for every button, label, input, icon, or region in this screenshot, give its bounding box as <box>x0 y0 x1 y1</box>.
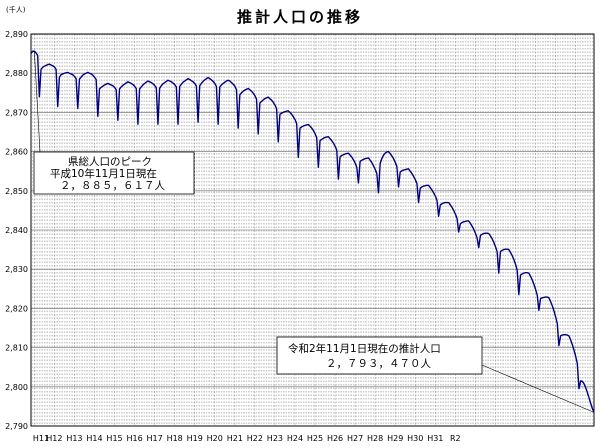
y-tick-label: 2,860 <box>5 148 28 157</box>
y-tick-label: 2,820 <box>5 304 28 313</box>
x-tick-label: H19 <box>187 434 203 443</box>
x-tick-label: H26 <box>327 434 343 443</box>
x-tick-label: H22 <box>247 434 263 443</box>
peak-leader-line <box>34 51 41 153</box>
x-tick-label: H31 <box>427 434 443 443</box>
x-tick-label: H11 <box>33 434 49 443</box>
y-tick-label: 2,810 <box>5 344 28 353</box>
x-tick-label: H14 <box>86 434 102 443</box>
y-tick-label: 2,890 <box>5 30 28 39</box>
x-tick-label: H12 <box>46 434 62 443</box>
latest-annotation-box <box>276 336 483 375</box>
y-tick-label: 2,800 <box>5 383 28 392</box>
y-tick-label: 2,790 <box>5 422 28 431</box>
y-tick-label: 2,830 <box>5 265 28 274</box>
x-tick-label: H15 <box>106 434 122 443</box>
y-tick-label: 2,840 <box>5 226 28 235</box>
x-tick-label: H25 <box>307 434 323 443</box>
x-tick-label: H21 <box>227 434 243 443</box>
x-tick-label: R2 <box>450 434 461 443</box>
y-tick-label: 2,870 <box>5 108 28 117</box>
x-tick-label: H20 <box>207 434 223 443</box>
x-tick-label: H18 <box>167 434 183 443</box>
x-tick-label: H30 <box>407 434 423 443</box>
y-tick-label: 2,880 <box>5 69 28 78</box>
x-tick-label: H13 <box>66 434 82 443</box>
x-tick-label: H29 <box>387 434 403 443</box>
x-tick-label: H28 <box>367 434 383 443</box>
x-tick-label: H24 <box>287 434 303 443</box>
y-axis-unit: (千人) <box>6 5 26 14</box>
x-tick-label: H27 <box>347 434 363 443</box>
x-tick-label: H23 <box>267 434 283 443</box>
population-series-line <box>30 50 595 413</box>
plot-area-border <box>30 33 595 427</box>
latest-annotation-line-2: ２，７９３，４７０人 <box>326 358 431 370</box>
latest-annotation-line-1: 令和2年11月1日現在の推計人口 <box>288 342 441 355</box>
peak-annotation-line-3: ２，８８５，６１７人 <box>60 180 165 192</box>
peak-annotation: 県総人口のピーク 平成10年11月1日現在 ２，８８５，６１７人 <box>33 151 195 195</box>
latest-leader-line <box>481 364 595 413</box>
peak-annotation-line-1: 県総人口のピーク <box>68 155 152 168</box>
chart-title: 推計人口の推移 <box>237 8 363 26</box>
x-tick-label: H16 <box>126 434 142 443</box>
latest-annotation: 令和2年11月1日現在の推計人口 ２，７９３，４７０人 <box>276 336 483 375</box>
y-axis-ticks: 2,890 2,880 2,870 2,860 2,850 2,840 2,830 2,820… <box>5 30 28 431</box>
y-tick-label: 2,850 <box>5 187 28 196</box>
x-tick-label: H17 <box>147 434 163 443</box>
peak-annotation-line-2: 平成10年11月1日現在 <box>50 167 157 180</box>
peak-annotation-box <box>33 151 195 195</box>
